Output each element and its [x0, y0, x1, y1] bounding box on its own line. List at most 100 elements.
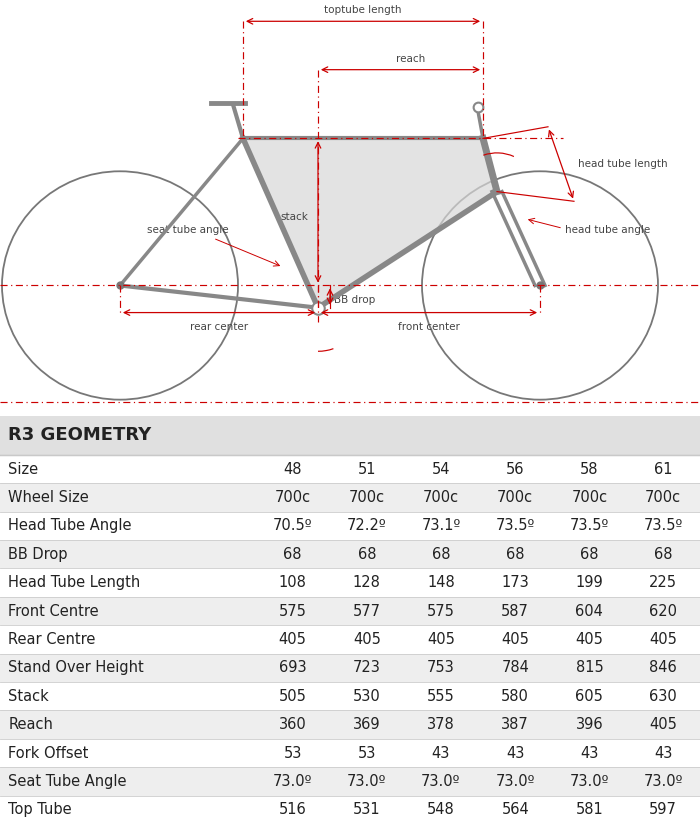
Text: 51: 51 — [358, 461, 376, 476]
Text: 548: 548 — [427, 803, 455, 817]
Text: Stack: Stack — [8, 689, 49, 704]
Text: 43: 43 — [432, 746, 450, 761]
Text: 575: 575 — [427, 603, 455, 619]
Text: 700c: 700c — [349, 490, 385, 505]
Text: 73.0º: 73.0º — [570, 774, 609, 789]
Text: Top Tube: Top Tube — [8, 803, 72, 817]
Text: 360: 360 — [279, 717, 307, 732]
Text: 784: 784 — [501, 660, 529, 676]
Text: 753: 753 — [427, 660, 455, 676]
Text: 108: 108 — [279, 575, 307, 590]
Text: 43: 43 — [506, 746, 524, 761]
Text: 405: 405 — [353, 632, 381, 647]
Text: Reach: Reach — [8, 717, 53, 732]
Text: 53: 53 — [284, 746, 302, 761]
Text: 700c: 700c — [571, 490, 608, 505]
Text: Wheel Size: Wheel Size — [8, 490, 89, 505]
Text: 405: 405 — [575, 632, 603, 647]
Text: 73.0º: 73.0º — [643, 774, 683, 789]
Text: 405: 405 — [501, 632, 529, 647]
Bar — [0, 455, 700, 483]
Text: Head Tube Length: Head Tube Length — [8, 575, 141, 590]
Text: 723: 723 — [353, 660, 381, 676]
Text: Rear Centre: Rear Centre — [8, 632, 96, 647]
Text: BB Drop: BB Drop — [8, 547, 68, 562]
Text: 73.5º: 73.5º — [496, 518, 535, 533]
Text: front center: front center — [398, 322, 460, 332]
Text: 72.2º: 72.2º — [347, 518, 386, 533]
Text: 597: 597 — [650, 803, 677, 817]
Text: 68: 68 — [358, 547, 376, 562]
Text: 68: 68 — [580, 547, 598, 562]
Bar — [0, 512, 700, 540]
Bar — [0, 710, 700, 739]
Text: 68: 68 — [654, 547, 673, 562]
Text: R3 GEOMETRY: R3 GEOMETRY — [8, 427, 152, 444]
Text: 68: 68 — [506, 547, 524, 562]
Text: 173: 173 — [501, 575, 529, 590]
Text: 199: 199 — [575, 575, 603, 590]
Text: 73.0º: 73.0º — [421, 774, 461, 789]
Text: seat tube angle: seat tube angle — [147, 225, 229, 236]
Text: 73.1º: 73.1º — [421, 518, 461, 533]
Bar — [0, 625, 700, 653]
Text: 564: 564 — [501, 803, 529, 817]
Text: 387: 387 — [501, 717, 529, 732]
Text: 700c: 700c — [423, 490, 459, 505]
Bar — [0, 682, 700, 710]
Bar — [0, 653, 700, 682]
Text: 815: 815 — [575, 660, 603, 676]
Text: 53: 53 — [358, 746, 376, 761]
Bar — [0, 540, 700, 569]
Bar — [0, 767, 700, 796]
Text: Size: Size — [8, 461, 38, 476]
Text: 846: 846 — [650, 660, 677, 676]
Text: 68: 68 — [432, 547, 450, 562]
Bar — [0, 416, 700, 455]
Text: 396: 396 — [575, 717, 603, 732]
Text: 555: 555 — [427, 689, 455, 704]
Text: 604: 604 — [575, 603, 603, 619]
Text: 70.5º: 70.5º — [273, 518, 312, 533]
Polygon shape — [243, 138, 497, 307]
Text: 587: 587 — [501, 603, 529, 619]
Text: 405: 405 — [650, 632, 677, 647]
Text: 405: 405 — [650, 717, 677, 732]
Text: Seat Tube Angle: Seat Tube Angle — [8, 774, 127, 789]
Text: 68: 68 — [284, 547, 302, 562]
Text: 73.5º: 73.5º — [570, 518, 609, 533]
Text: 48: 48 — [284, 461, 302, 476]
Text: 43: 43 — [654, 746, 673, 761]
Bar — [0, 569, 700, 597]
Text: 700c: 700c — [645, 490, 681, 505]
Text: Head Tube Angle: Head Tube Angle — [8, 518, 132, 533]
Text: 128: 128 — [353, 575, 381, 590]
Text: 73.0º: 73.0º — [273, 774, 312, 789]
Text: toptube length: toptube length — [324, 6, 402, 16]
Text: 531: 531 — [353, 803, 381, 817]
Text: 620: 620 — [650, 603, 678, 619]
Text: 56: 56 — [506, 461, 524, 476]
Text: rear center: rear center — [190, 322, 248, 332]
Text: head tube angle: head tube angle — [565, 225, 650, 236]
Bar — [0, 483, 700, 512]
Text: 700c: 700c — [497, 490, 533, 505]
Text: 73.5º: 73.5º — [643, 518, 683, 533]
Text: 693: 693 — [279, 660, 307, 676]
Bar — [0, 597, 700, 625]
Text: 530: 530 — [353, 689, 381, 704]
Text: 581: 581 — [575, 803, 603, 817]
Text: 580: 580 — [501, 689, 529, 704]
Text: 43: 43 — [580, 746, 598, 761]
Text: 577: 577 — [353, 603, 381, 619]
Text: 405: 405 — [279, 632, 307, 647]
Text: Fork Offset: Fork Offset — [8, 746, 89, 761]
Text: 405: 405 — [427, 632, 455, 647]
Text: 575: 575 — [279, 603, 307, 619]
Text: 61: 61 — [654, 461, 673, 476]
Text: 148: 148 — [427, 575, 455, 590]
Text: 73.0º: 73.0º — [496, 774, 535, 789]
Text: head tube length: head tube length — [578, 159, 668, 169]
Text: 73.0º: 73.0º — [347, 774, 386, 789]
Text: 54: 54 — [432, 461, 450, 476]
